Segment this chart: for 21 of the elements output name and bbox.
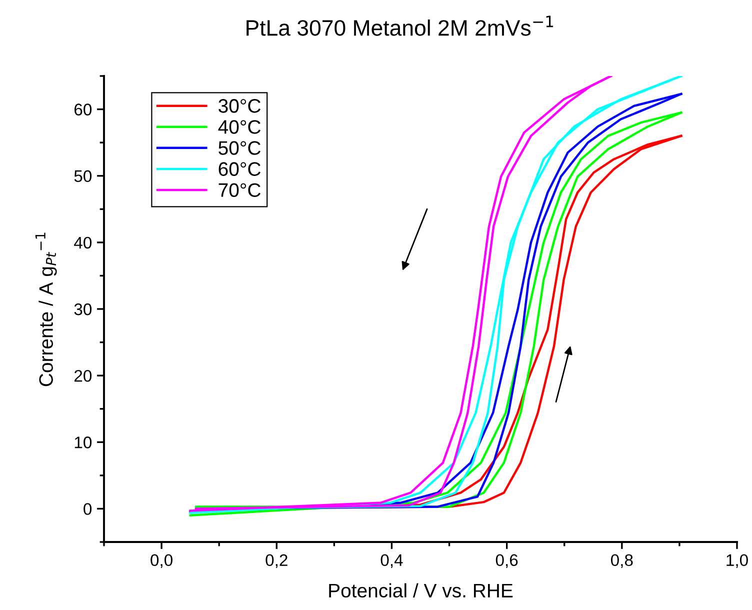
x-tick-label: 0,6 [496,554,518,568]
y-tick-label: 40 [74,236,92,249]
y-tick-label: 60 [74,104,92,116]
x-tick-label: 0,4 [380,554,403,568]
y-tick-label: 30 [74,303,92,316]
y-tick-label: 0 [84,503,92,515]
legend-label: 30°C [218,99,261,113]
y-axis-title: Corrente / A g$_{Pt}$$^{−1}$ [35,232,57,386]
legend-label: 50°C [218,141,261,155]
y-tick-label: 10 [74,436,92,448]
x-tick-label: 0,8 [610,554,633,568]
legend-label: 60°C [218,162,261,176]
chart-title: PtLa 3070 Metanol 2M 2mVs$^{−1}$ [246,16,554,36]
x-tick-label: 1,0 [726,554,748,568]
legend-label: 70°C [218,183,261,197]
x-tick-label: 0,0 [150,554,172,568]
legend-label: 40°C [218,120,261,134]
x-axis-title: Potencial / V vs. RHE [329,583,513,598]
x-tick-label: 0,2 [266,554,288,568]
y-tick-label: 50 [74,170,92,182]
y-tick-label: 20 [74,370,92,382]
